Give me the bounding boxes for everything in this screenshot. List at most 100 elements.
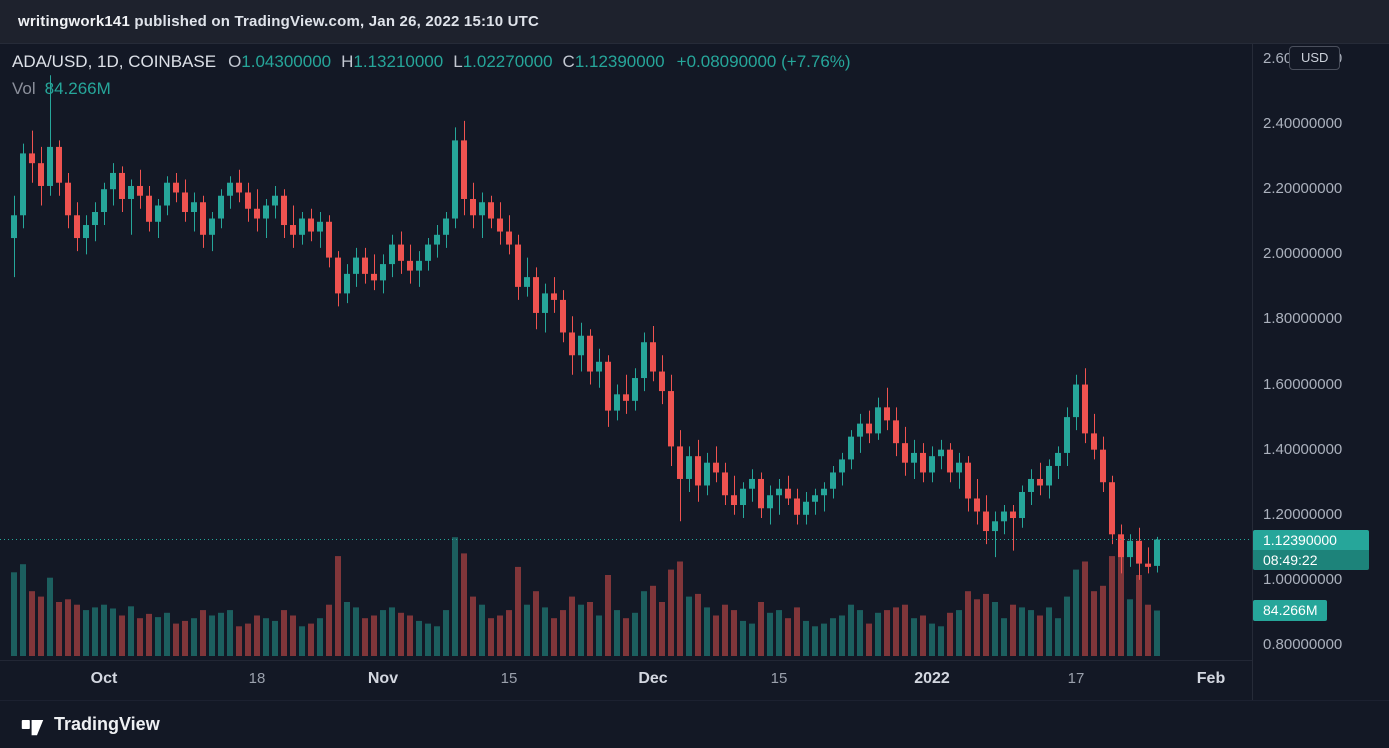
currency-toggle-button[interactable]: USD [1289, 46, 1341, 70]
candle-body [299, 218, 305, 235]
candlestick-chart[interactable] [0, 44, 1252, 660]
candle-body [875, 407, 881, 434]
candle-body [119, 172, 125, 199]
time-tick-label: Nov [367, 670, 399, 687]
candle-body [200, 202, 206, 235]
volume-bar [1100, 585, 1106, 656]
candle-body [1055, 452, 1061, 466]
volume-bar [1154, 610, 1160, 656]
volume-bar [857, 610, 863, 656]
volume-bar [290, 615, 296, 656]
candle-body [794, 498, 800, 515]
candle-body [695, 456, 701, 486]
candle-body [947, 449, 953, 473]
candle-body [623, 394, 629, 401]
candle-body [992, 521, 998, 532]
volume-bar [326, 604, 332, 656]
volume-bar [335, 556, 341, 656]
candle-body [137, 185, 143, 196]
volume-bar [893, 607, 899, 656]
volume-bar [794, 607, 800, 656]
candle-body [191, 202, 197, 213]
volume-bar [1145, 604, 1151, 656]
volume-bar [461, 553, 467, 656]
volume-bar [389, 607, 395, 656]
candle-body [533, 277, 539, 313]
price-tick-label: 2.20000000 [1263, 180, 1343, 198]
volume-bar [56, 602, 62, 656]
time-tick-label: 17 [1067, 670, 1085, 687]
volume-bar [974, 599, 980, 656]
volume-bar [407, 615, 413, 656]
volume-bar [929, 623, 935, 656]
volume-bar [299, 626, 305, 656]
volume-bar [542, 607, 548, 656]
candle-body [776, 488, 782, 496]
volume-bar [254, 615, 260, 656]
candle-body [65, 182, 71, 216]
candle-body [677, 446, 683, 479]
publish-username[interactable]: writingwork141 [18, 13, 130, 30]
candle-body [92, 212, 98, 226]
candle-body [11, 215, 17, 239]
price-tick-label: 2.00000000 [1263, 245, 1343, 263]
candle-body [866, 423, 872, 434]
candle-body [578, 335, 584, 356]
tradingview-logo-icon[interactable] [20, 712, 45, 737]
candle-body [857, 423, 863, 437]
candle-body [182, 192, 188, 213]
volume-bar [1019, 607, 1025, 656]
volume-bar [20, 564, 26, 656]
volume-bar [137, 618, 143, 656]
volume-bar [47, 577, 53, 656]
candle-body [1091, 433, 1097, 450]
volume-bar [371, 615, 377, 656]
price-tick-label: 1.80000000 [1263, 310, 1343, 328]
candle-body [362, 257, 368, 274]
volume-bar [1037, 615, 1043, 656]
volume-bar [1082, 561, 1088, 656]
candle-body [236, 182, 242, 193]
candle-body [110, 172, 116, 190]
time-tick-label: 15 [500, 670, 518, 687]
volume-bar [803, 620, 809, 656]
candle-body [812, 495, 818, 502]
volume-bar [758, 602, 764, 656]
publish-bar: writingwork141 published on TradingView.… [0, 0, 1389, 44]
candle-body [587, 335, 593, 372]
candle-body [1046, 465, 1052, 486]
candle-body [830, 472, 836, 489]
volume-bar [83, 610, 89, 656]
chart-area[interactable]: ADA/USD, 1D, COINBASE O1.04300000 H1.13210… [0, 44, 1252, 660]
volume-bar [353, 607, 359, 656]
volume-bar [731, 610, 737, 656]
volume-bar [839, 615, 845, 656]
volume-bar [1055, 618, 1061, 656]
volume-bar [605, 575, 611, 656]
volume-bar [479, 604, 485, 656]
price-axis[interactable]: USD 1.12390000 08:49:22 84.266M 2.600000… [1252, 44, 1389, 700]
candle-body [371, 273, 377, 281]
candle-body [722, 472, 728, 496]
candle-body [551, 293, 557, 300]
volume-bar [902, 604, 908, 656]
candle-body [344, 273, 350, 294]
volume-bar [830, 618, 836, 656]
volume-bar [1127, 599, 1133, 656]
candle-body [1001, 511, 1007, 522]
tradingview-brand[interactable]: TradingView [54, 714, 160, 734]
volume-bar [704, 607, 710, 656]
candle-body [704, 462, 710, 486]
volume-bar [443, 610, 449, 656]
candle-body [290, 225, 296, 235]
volume-bar [1136, 575, 1142, 656]
time-axis[interactable]: Oct 18 Nov 15 Dec 15 2022 17 Feb [0, 660, 1252, 700]
volume-bar [713, 615, 719, 656]
volume-bar [317, 618, 323, 656]
volume-bar [650, 585, 656, 656]
volume-bar [1010, 604, 1016, 656]
volume-bar [308, 623, 314, 656]
volume-bar [236, 626, 242, 656]
candle-body [758, 478, 764, 509]
candle-body [29, 153, 35, 164]
